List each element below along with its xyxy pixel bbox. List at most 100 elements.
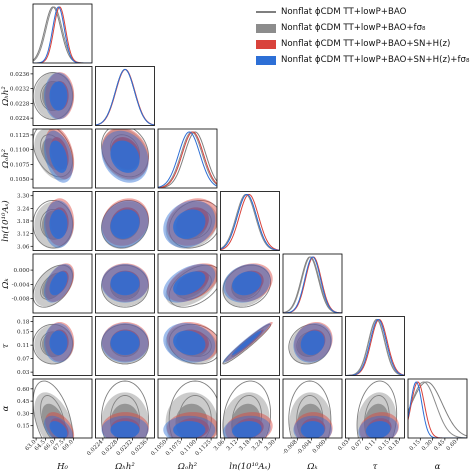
marginal-curve-Omega_c_h2-1: [158, 131, 217, 188]
contour-tau-ln10A-3-68: [232, 330, 262, 356]
contour-tau-Omega_c_h2-3-68: [173, 330, 206, 356]
contour-ln10A-Omega_c_h2-0-95: [168, 199, 217, 249]
contour-Omega_K-Omega_b_h2-3-68: [110, 271, 140, 296]
panel-Omega_c_h2-Omega_b_h2: [101, 129, 149, 183]
panel-frame: [157, 191, 218, 251]
marginal-curve-Omega_c_h2-3: [158, 131, 217, 188]
contour-ln10A-Omega_c_h2-3-68: [173, 209, 206, 239]
panel-Omega_b_h2-Omega_b_h2: [95, 68, 155, 126]
panel-H0-H0: [33, 6, 92, 63]
contour-ln10A-H0-3-68: [49, 209, 68, 239]
x-axis-label-H0: H₀: [56, 462, 68, 472]
contour-alpha-H0-0-68: [40, 395, 66, 438]
y-tick-label-alpha-3: 0.60: [17, 387, 30, 393]
marginal-curve-Omega_K-2: [283, 256, 342, 313]
y-tick-label-ln10A-2: 3.18: [17, 219, 30, 225]
y-axis-label-Omega_c_h2: Ωₒh²: [1, 148, 11, 169]
y-axis-label-Omega_b_h2: Ωₕh²: [1, 86, 11, 107]
x-tick-label-ln10A-4: 3.30: [264, 439, 277, 452]
contour-alpha-Omega_b_h2-3-68: [110, 421, 140, 438]
contour-tau-H0-3-68: [49, 330, 68, 356]
panel-Omega_K-H0: [33, 263, 75, 308]
x-tick-label-Omega_b_h2-3: 0.0236: [130, 439, 148, 457]
marginal-curve-ln10A-0: [220, 193, 280, 251]
panel-alpha-ln10A: [222, 380, 273, 438]
contour-alpha-Omega_c_h2-0-95: [168, 380, 217, 438]
panel-frame: [95, 378, 155, 439]
marginal-curve-H0-0: [33, 6, 92, 63]
contour-tau-ln10A-0-95: [222, 323, 272, 365]
panel-frame: [95, 128, 155, 189]
legend-swatch-0: [256, 11, 276, 13]
panel-Omega_c_h2-Omega_c_h2: [158, 131, 217, 188]
panel-Omega_K-Omega_b_h2: [101, 263, 149, 308]
panel-frame: [32, 3, 93, 64]
marginal-curve-tau-3: [345, 318, 405, 376]
contour-Omega_K-H0-3-68: [49, 271, 68, 296]
contour-Omega_c_h2-H0-3-68: [49, 140, 68, 173]
y-tick-label-alpha-0: 0.15: [17, 424, 30, 430]
panel-Omega_K-Omega_K: [283, 256, 342, 313]
panel-frame: [95, 316, 155, 376]
x-axis-label-Omega_b_h2: Ωₕh²: [114, 462, 135, 472]
contour-Omega_K-Omega_c_h2-3-68: [173, 271, 206, 296]
panel-Omega_c_h2-H0: [33, 129, 75, 183]
panel-frame: [407, 378, 468, 439]
contour-Omega_K-Omega_b_h2-0-95: [101, 264, 149, 308]
panel-ln10A-Omega_c_h2: [163, 198, 217, 249]
panel-frame: [220, 191, 280, 251]
marginal-curve-Omega_c_h2-2: [158, 131, 217, 188]
x-tick-label-Omega_c_h2-3: 0.1125: [194, 439, 212, 457]
legend-swatch-2: [256, 39, 276, 49]
contour-tau-Omega_K-3-68: [300, 330, 325, 356]
contour-tau-Omega_c_h2-0-95: [168, 323, 217, 365]
x-tick-label-alpha-3: 0.60: [446, 439, 459, 452]
panel-frame: [95, 191, 155, 251]
marginal-curve-Omega_b_h2-1: [95, 68, 155, 126]
y-axis-label-ln10A: ln(10¹⁰Aₛ): [0, 200, 11, 241]
marginal-curve-tau-1: [345, 318, 405, 376]
contour-alpha-H0-3-68: [49, 421, 68, 438]
y-axis-label-Omega_K: Ωₖ: [1, 278, 11, 289]
panel-tau-Omega_c_h2: [163, 321, 217, 365]
panel-frame: [157, 378, 218, 439]
contour-Omega_K-Omega_c_h2-0-95: [168, 264, 217, 308]
panel-frame: [32, 316, 93, 376]
panel-Omega_K-Omega_c_h2: [163, 263, 217, 308]
contour-tau-Omega_b_h2-3-68: [110, 330, 140, 356]
panel-grid: 0.0224 0.0228 0.0232 0.0236 Ωₕh² 0.1050 0.1075…: [0, 3, 468, 472]
y-tick-label-ln10A-0: 3.06: [17, 244, 30, 250]
contour-alpha-ln10A-3-68: [232, 421, 262, 438]
legend-item-2: Nonflat ϕCDM TT+lowP+BAO+SN+H(z): [256, 36, 472, 52]
legend-item-0: Nonflat ϕCDM TT+lowP+BAO: [256, 4, 472, 20]
legend-swatch-1: [256, 23, 276, 33]
marginal-curve-ln10A-1: [220, 193, 280, 251]
legend: Nonflat ϕCDM TT+lowP+BAO Nonflat ϕCDM TT…: [256, 4, 472, 68]
x-axis-label-alpha: α: [435, 462, 441, 472]
contour-alpha-Omega_c_h2-3-68: [173, 421, 206, 438]
y-axis-label-alpha: α: [1, 405, 11, 411]
panel-frame: [220, 316, 280, 376]
legend-swatch-3: [256, 55, 276, 65]
y-tick-label-tau-3: 0.15: [17, 330, 30, 336]
panel-ln10A-ln10A: [220, 193, 280, 251]
x-tick-label-ln10A-1: 3.12: [226, 439, 239, 452]
y-tick-label-Omega_c_h2-0: 0.1050: [10, 177, 30, 183]
marginal-curve-tau-2: [345, 318, 405, 376]
panel-ln10A-H0: [33, 198, 75, 249]
y-tick-label-alpha-1: 0.30: [17, 411, 30, 417]
x-tick-label-ln10A-0: 3.06: [213, 439, 226, 452]
marginal-curve-Omega_K-1: [283, 256, 342, 313]
x-tick-label-alpha-0: 0.15: [409, 439, 422, 452]
contour-ln10A-Omega_b_h2-3-68: [110, 209, 140, 239]
y-tick-label-ln10A-3: 3.24: [17, 206, 30, 212]
contour-alpha-Omega_b_h2-0-68: [109, 395, 141, 438]
y-tick-label-tau-4: 0.18: [17, 320, 30, 326]
x-tick-label-tau-2: 0.11: [364, 439, 377, 452]
marginal-curve-alpha-0: [408, 381, 467, 437]
y-tick-label-tau-0: 0.03: [17, 370, 30, 376]
contour-alpha-Omega_b_h2-0-95: [101, 380, 149, 438]
contour-ln10A-Omega_b_h2-0-95: [101, 199, 149, 249]
contour-Omega_c_h2-Omega_b_h2-0-95: [101, 129, 149, 178]
